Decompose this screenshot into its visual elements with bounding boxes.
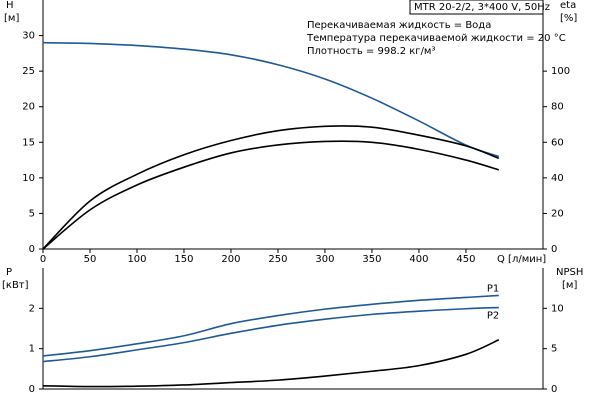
y2-tick-label: 0 [551,244,557,255]
header: MTR 20-2/2, 3*400 V, 50Hz [414,2,550,13]
series-line [42,306,499,363]
series-line [42,140,500,250]
y-label: [кВт] [2,280,29,291]
y-tick-label: 0 [29,244,35,255]
y-tick-label: 15 [22,137,35,148]
y-tick-label: 0 [29,384,35,395]
series-line [42,339,500,388]
annotation: Температура перекачиваемой жидкости = 20… [306,33,566,44]
y2-tick-label: 10 [551,303,564,314]
y2-tick-label: 80 [551,102,564,113]
y-tick-label: 25 [22,66,35,77]
y2-label: [м] [562,280,577,291]
x-tick-label: 0 [40,254,46,265]
annotation: Перекачиваемая жидкость = Вода [307,20,491,31]
x-label: Q [л/мин] [497,254,546,265]
series-label: P1 [487,283,499,294]
y-tick-label: 2 [29,303,35,314]
y-tick-label: 20 [22,102,35,113]
y2-label: [%] [560,13,577,24]
frame [42,268,544,390]
annotation: Плотность = 998.2 кг/м³ [307,46,436,57]
y2-label: eta [560,0,576,11]
x-tick-label: 50 [84,254,97,265]
y-label: P [6,267,12,278]
frame [42,0,544,250]
y-tick-label: 10 [22,173,35,184]
y-tick-label: 30 [22,31,35,42]
y2-tick-label: 40 [551,173,564,184]
x-tick-label: 350 [362,254,381,265]
y2-tick-label: 60 [551,137,564,148]
series-line [42,125,500,250]
x-tick-label: 250 [268,254,287,265]
series-line [42,294,499,357]
x-tick-label: 100 [127,254,146,265]
y2-tick-label: 20 [551,208,564,219]
y2-label: NPSH [556,267,583,278]
y2-tick-label: 0 [551,384,557,395]
y2-tick-label: 100 [551,66,570,77]
series-line [42,41,500,158]
y-label: H [6,0,14,11]
x-tick-label: 300 [315,254,334,265]
series-label: P2 [487,311,499,322]
x-tick-label: 200 [221,254,240,265]
x-tick-label: 450 [456,254,475,265]
y-tick-label: 1 [29,344,35,355]
y-tick-label: 5 [29,208,35,219]
x-tick-label: 400 [409,254,428,265]
x-tick-label: 150 [174,254,193,265]
y2-tick-label: 5 [551,344,557,355]
y-label: [м] [4,13,19,24]
